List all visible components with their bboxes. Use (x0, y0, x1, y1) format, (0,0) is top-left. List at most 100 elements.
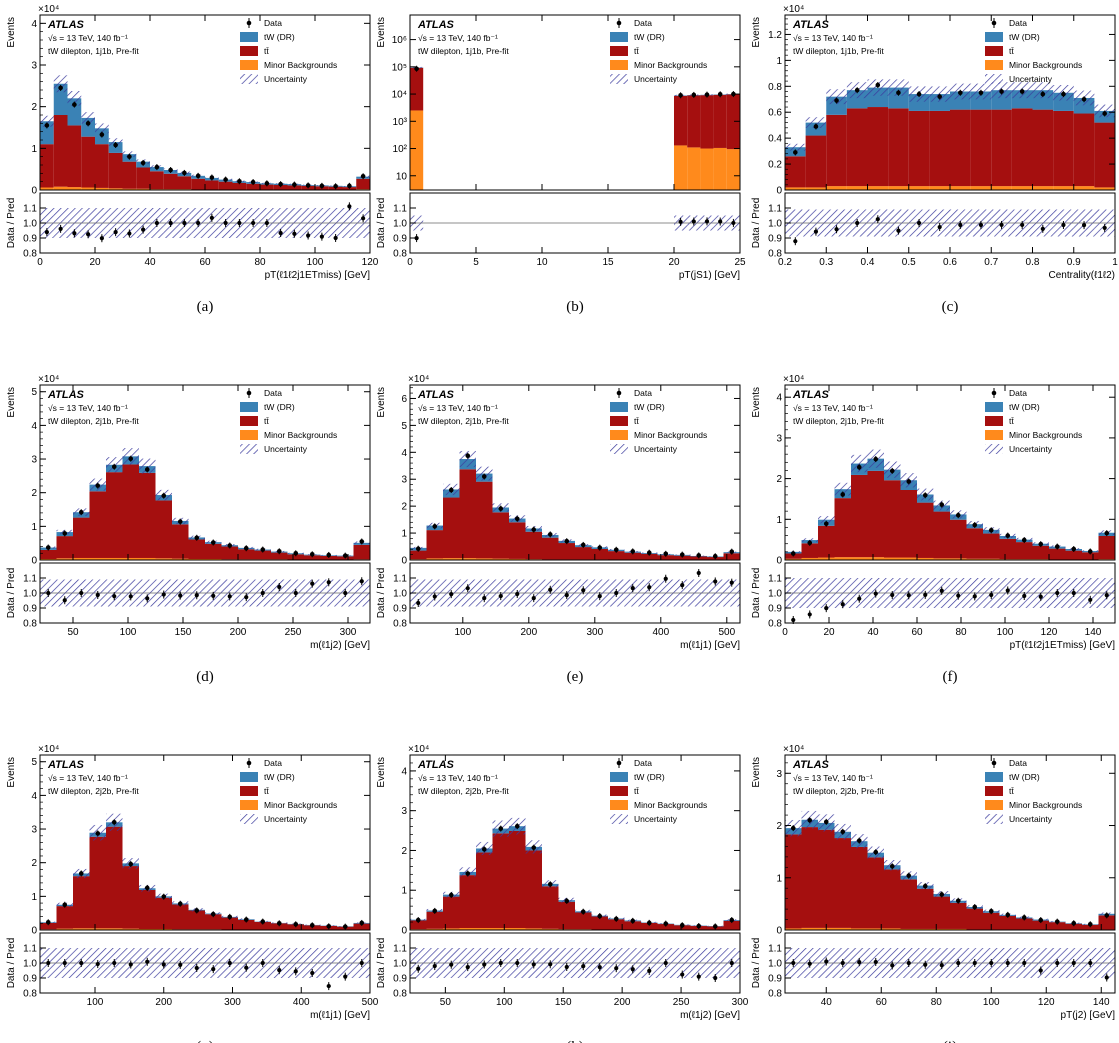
ratio-point-14 (277, 968, 282, 973)
ratio-point-10 (211, 967, 216, 972)
data-point-8 (922, 883, 928, 889)
bar-tt-2 (687, 95, 701, 148)
bar-tt-13 (999, 915, 1016, 930)
ytick-label: 0 (776, 186, 782, 197)
ratio-ytick-label: 1.1 (393, 574, 407, 585)
ratio-point-11 (1020, 222, 1025, 228)
data-point-0 (45, 919, 51, 925)
bar-tt-12 (983, 533, 1000, 559)
ratio-point-5 (873, 591, 878, 596)
bar-minor-6 (139, 928, 156, 930)
ytick-label: 0.6 (768, 108, 782, 119)
y-axis-label: Events (376, 387, 387, 418)
bar-tt-9 (970, 109, 992, 187)
bar-tt-16 (674, 555, 691, 560)
data-point-3 (95, 831, 101, 836)
data-point-6 (144, 885, 150, 891)
data-point-9 (194, 535, 200, 541)
bar-tt-11 (591, 916, 608, 930)
ratio-point-5 (731, 220, 736, 226)
bar-tt-7 (136, 167, 150, 189)
legend-unc-label: Uncertainty (264, 74, 308, 84)
ytick-label: 0 (31, 926, 37, 937)
ratio-point-16 (680, 583, 685, 588)
ratio-ytick-label: 1.1 (393, 944, 407, 955)
bar-tt-2 (443, 497, 460, 559)
ratio-point-11 (972, 960, 977, 966)
ratio-point-3 (465, 586, 470, 591)
bar-minor-4 (106, 557, 123, 560)
ytick-label: 1 (401, 886, 407, 897)
region-label: tW dilepton, 1j1b, Pre-fit (793, 46, 884, 56)
ratio-point-17 (1071, 960, 1076, 966)
data-point-5 (498, 506, 504, 511)
bar-tt-14 (1016, 542, 1033, 560)
data-point-17 (326, 552, 332, 558)
ratio-point-10 (956, 593, 961, 598)
xtick-label: 50 (440, 997, 452, 1008)
bar-tt-9 (188, 539, 205, 559)
ratio-point-6 (515, 960, 520, 966)
ratio-point-1 (432, 963, 437, 969)
bar-tt-8 (950, 109, 971, 187)
atlas-label: ATLAS (417, 19, 455, 31)
ratio-point-3 (95, 961, 100, 967)
bar-tt-17 (1065, 550, 1082, 560)
data-point-13 (223, 177, 228, 182)
bar-tt-14 (271, 923, 288, 930)
data-point-5 (128, 456, 134, 462)
bar-minor-4 (867, 186, 889, 190)
data-point-1 (432, 524, 438, 529)
subfigure-label: (i) (943, 1039, 957, 1043)
bar-minor-5 (888, 186, 909, 190)
xtick-label: 100 (496, 997, 513, 1008)
data-point-4 (481, 846, 487, 852)
data-point-2 (834, 98, 839, 103)
ratio-point-12 (209, 215, 214, 220)
xtick-label: 400 (293, 997, 310, 1008)
xtick-label: 15 (602, 257, 614, 268)
bar-tt-1 (805, 135, 827, 188)
bar-tt-5 (492, 512, 509, 559)
ytick-label: 10³ (393, 117, 408, 128)
bar-tt-4 (476, 481, 493, 559)
data-point-10 (580, 542, 586, 548)
data-point-9 (194, 908, 200, 913)
bar-tt-19 (1098, 535, 1115, 560)
ratio-point-19 (306, 233, 311, 238)
bar-minor-4 (476, 928, 493, 930)
bar-minor-10 (205, 558, 222, 560)
bar-tt-4 (476, 852, 493, 929)
legend-tw-swatch (240, 402, 258, 412)
xtick-label: 500 (362, 997, 379, 1008)
data-point-12 (243, 545, 249, 551)
data-point-0 (415, 546, 421, 551)
bar-tt-3 (89, 836, 106, 929)
xtick-label: 120 (1041, 627, 1058, 638)
bar-minor-5 (492, 928, 509, 930)
data-point-19 (305, 183, 311, 188)
data-point-0 (793, 150, 798, 155)
bar-tt-13 (624, 921, 641, 930)
ratio-point-7 (906, 960, 911, 966)
bar-tt-16 (304, 555, 321, 560)
bar-tt-6 (509, 522, 526, 559)
data-point-8 (547, 881, 553, 887)
y-multiplier: ×10⁴ (783, 744, 804, 755)
ratio-point-10 (211, 593, 216, 598)
ytick-label: 4 (31, 421, 37, 432)
legend-tw-swatch (610, 772, 628, 782)
bar-tt-11 (221, 546, 238, 560)
y-multiplier: ×10⁴ (783, 374, 804, 385)
energy-label: √s = 13 TeV, 140 fb⁻¹ (418, 33, 498, 43)
ratio-point-17 (696, 570, 701, 576)
xtick-label: 0 (407, 257, 413, 268)
data-point-18 (292, 182, 297, 187)
bar-tt-16 (1049, 922, 1066, 930)
bar-minor-9 (933, 928, 950, 930)
bar-tt-0 (40, 922, 57, 930)
bar-minor-12 (983, 558, 1000, 560)
data-point-9 (939, 502, 945, 507)
ratio-point-4 (482, 596, 487, 601)
ratio-point-8 (178, 962, 183, 967)
